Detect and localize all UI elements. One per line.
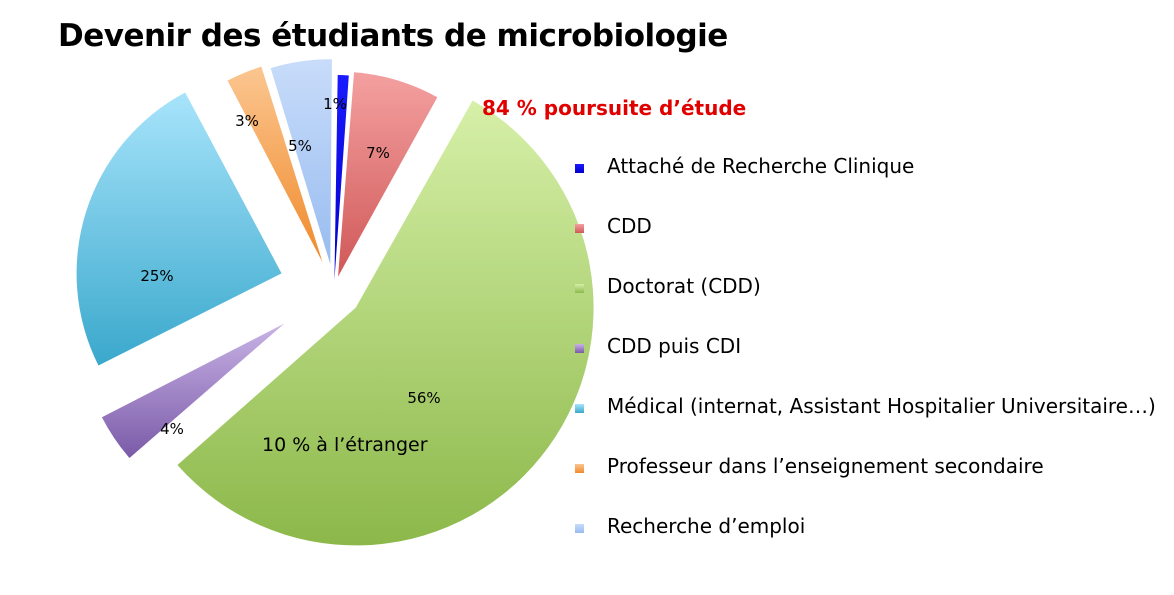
pie-slice	[334, 75, 349, 281]
pie-slice	[177, 100, 594, 546]
pie-slice	[338, 72, 438, 277]
legend-label: CDD puis CDI	[607, 334, 742, 358]
pie-slice	[101, 323, 285, 459]
slice-percent-label: 4%	[160, 420, 184, 438]
legend-swatch	[575, 464, 584, 473]
legend-swatch	[575, 284, 584, 293]
legend-swatch	[575, 344, 584, 353]
pie-slice	[227, 66, 323, 263]
continuing-studies-annotation: 84 % poursuite d’étude	[482, 96, 747, 120]
slice-percent-label: 1%	[323, 95, 347, 113]
legend-swatch	[575, 224, 584, 233]
legend-label: Médical (internat, Assistant Hospitalier…	[607, 394, 1156, 418]
legend-label: Doctorat (CDD)	[607, 274, 761, 298]
pie-slice	[76, 92, 282, 366]
legend-label: CDD	[607, 214, 652, 238]
abroad-annotation: 10 % à l’étranger	[262, 434, 428, 456]
legend-label: Attaché de Recherche Clinique	[607, 154, 915, 178]
slice-percent-label: 56%	[407, 389, 440, 407]
chart-title: Devenir des étudiants de microbiologie	[58, 18, 728, 54]
slice-percent-label: 25%	[140, 267, 173, 285]
legend-label: Recherche d’emploi	[607, 514, 806, 538]
slice-percent-label: 7%	[366, 144, 390, 162]
legend-swatch	[575, 524, 584, 533]
slice-percent-label: 3%	[235, 112, 259, 130]
legend-swatch	[575, 404, 584, 413]
legend-swatch	[575, 164, 584, 173]
slice-percent-label: 5%	[288, 137, 312, 155]
pie-slice	[270, 59, 332, 265]
legend-label: Professeur dans l’enseignement secondair…	[607, 454, 1044, 478]
